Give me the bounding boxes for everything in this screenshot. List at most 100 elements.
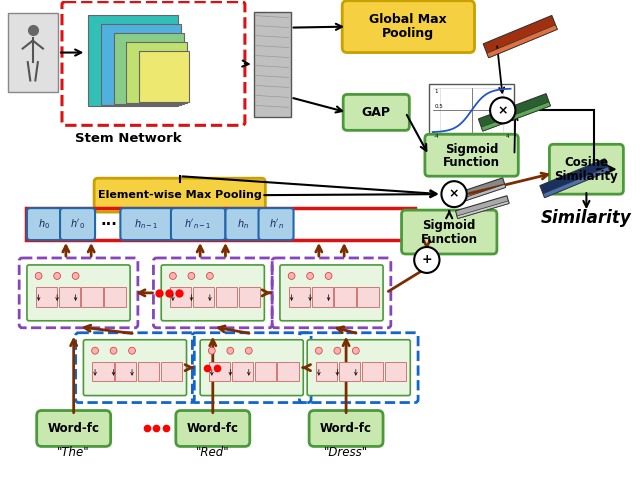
Circle shape: [442, 181, 467, 207]
FancyBboxPatch shape: [259, 208, 294, 240]
FancyBboxPatch shape: [36, 411, 111, 446]
Text: Pooling: Pooling: [382, 27, 435, 40]
Text: $h_0$: $h_0$: [38, 217, 51, 231]
Bar: [26, 208, 415, 240]
FancyBboxPatch shape: [120, 208, 173, 240]
Text: Global Max: Global Max: [369, 13, 447, 26]
Bar: [8, 13, 58, 93]
Polygon shape: [543, 167, 609, 197]
Bar: [193, 287, 214, 307]
FancyBboxPatch shape: [280, 265, 383, 321]
Text: +: +: [422, 253, 432, 267]
Circle shape: [245, 347, 252, 354]
Text: Stem Network: Stem Network: [75, 132, 181, 146]
Bar: [92, 362, 113, 382]
Bar: [126, 42, 186, 103]
Bar: [138, 362, 159, 382]
Bar: [429, 84, 515, 138]
Bar: [209, 362, 230, 382]
FancyBboxPatch shape: [94, 178, 266, 212]
Circle shape: [188, 272, 195, 279]
FancyBboxPatch shape: [343, 95, 410, 130]
FancyBboxPatch shape: [309, 411, 383, 446]
Bar: [362, 362, 383, 382]
Circle shape: [170, 272, 176, 279]
Bar: [81, 287, 103, 307]
Circle shape: [92, 347, 99, 354]
Bar: [59, 287, 80, 307]
Bar: [312, 287, 333, 307]
FancyBboxPatch shape: [27, 208, 62, 240]
Circle shape: [490, 98, 515, 123]
FancyBboxPatch shape: [171, 208, 225, 240]
FancyBboxPatch shape: [161, 265, 264, 321]
Bar: [253, 12, 291, 118]
Text: Sigmoid: Sigmoid: [422, 219, 476, 232]
Bar: [115, 362, 136, 382]
Polygon shape: [483, 16, 557, 58]
Circle shape: [227, 347, 234, 354]
Bar: [339, 362, 360, 382]
Polygon shape: [457, 201, 509, 219]
Text: 1: 1: [435, 90, 438, 95]
Bar: [335, 287, 356, 307]
Bar: [139, 50, 189, 102]
Text: Sigmoid: Sigmoid: [445, 143, 499, 156]
Bar: [239, 287, 260, 307]
FancyBboxPatch shape: [549, 144, 623, 194]
Polygon shape: [445, 178, 506, 206]
Bar: [278, 362, 299, 382]
FancyBboxPatch shape: [83, 340, 186, 395]
Circle shape: [207, 272, 213, 279]
Bar: [101, 24, 180, 105]
Text: "Dress": "Dress": [324, 446, 368, 459]
Text: $h_{n-1}$: $h_{n-1}$: [134, 217, 159, 231]
Polygon shape: [456, 196, 509, 219]
Polygon shape: [479, 94, 550, 131]
FancyBboxPatch shape: [401, 210, 497, 254]
Text: "Red": "Red": [196, 446, 230, 459]
FancyBboxPatch shape: [307, 340, 410, 395]
Bar: [216, 287, 237, 307]
Circle shape: [353, 347, 359, 354]
Circle shape: [325, 272, 332, 279]
Circle shape: [110, 347, 117, 354]
Text: 0.5: 0.5: [435, 104, 444, 109]
Text: $h_n$: $h_n$: [237, 217, 249, 231]
Bar: [113, 33, 184, 104]
Text: Function: Function: [443, 156, 500, 169]
Circle shape: [307, 272, 314, 279]
Text: Word-fc: Word-fc: [320, 422, 372, 435]
Circle shape: [35, 272, 42, 279]
Circle shape: [334, 347, 340, 354]
Circle shape: [209, 347, 215, 354]
Polygon shape: [487, 25, 557, 58]
Text: -4: -4: [434, 134, 439, 139]
Bar: [88, 15, 178, 106]
Text: Similarity: Similarity: [541, 209, 632, 227]
FancyBboxPatch shape: [60, 208, 95, 240]
Text: GAP: GAP: [362, 106, 391, 119]
Bar: [104, 287, 125, 307]
Text: Function: Function: [420, 233, 477, 245]
Polygon shape: [540, 159, 609, 197]
Bar: [232, 362, 253, 382]
Text: Element-wise Max Pooling: Element-wise Max Pooling: [98, 190, 262, 200]
Polygon shape: [447, 184, 506, 206]
Text: $h'_0$: $h'_0$: [70, 217, 85, 231]
FancyBboxPatch shape: [225, 208, 260, 240]
Circle shape: [129, 347, 136, 354]
Bar: [316, 362, 337, 382]
Text: $h'_n$: $h'_n$: [269, 217, 284, 231]
FancyBboxPatch shape: [27, 265, 130, 321]
Bar: [36, 287, 57, 307]
Text: ×: ×: [497, 104, 508, 117]
Circle shape: [414, 247, 440, 273]
Bar: [385, 362, 406, 382]
Circle shape: [54, 272, 61, 279]
FancyBboxPatch shape: [200, 340, 303, 395]
Text: ×: ×: [449, 188, 460, 200]
Bar: [289, 287, 310, 307]
Bar: [255, 362, 276, 382]
Text: Word-fc: Word-fc: [47, 422, 100, 435]
